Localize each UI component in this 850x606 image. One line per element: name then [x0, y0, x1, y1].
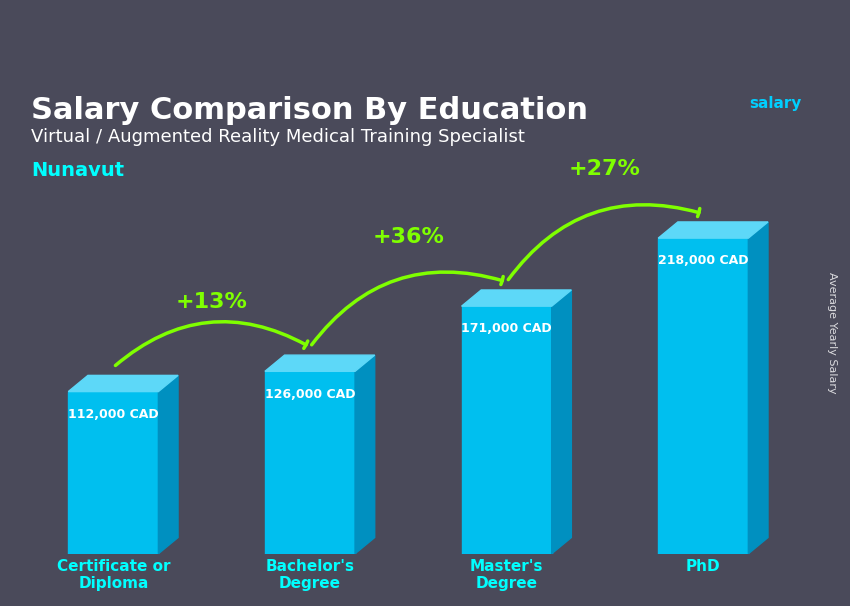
Polygon shape [658, 238, 748, 554]
Text: Virtual / Augmented Reality Medical Training Specialist: Virtual / Augmented Reality Medical Trai… [31, 128, 525, 146]
Text: +27%: +27% [569, 159, 641, 179]
Polygon shape [68, 375, 178, 391]
Polygon shape [748, 222, 768, 554]
Text: 218,000 CAD: 218,000 CAD [658, 255, 749, 267]
Text: Nunavut: Nunavut [31, 161, 124, 179]
Polygon shape [462, 306, 552, 554]
Text: +13%: +13% [176, 293, 247, 313]
Polygon shape [265, 371, 355, 554]
Text: 112,000 CAD: 112,000 CAD [68, 408, 159, 421]
Text: 171,000 CAD: 171,000 CAD [462, 322, 552, 335]
Text: Salary Comparison By Education: Salary Comparison By Education [31, 96, 588, 125]
Polygon shape [158, 375, 178, 554]
Polygon shape [68, 391, 158, 554]
Polygon shape [658, 222, 768, 238]
Text: 126,000 CAD: 126,000 CAD [264, 388, 355, 401]
Polygon shape [462, 290, 571, 306]
Polygon shape [355, 355, 375, 554]
Text: Average Yearly Salary: Average Yearly Salary [827, 273, 837, 394]
Polygon shape [552, 290, 571, 554]
Polygon shape [265, 355, 375, 371]
Text: salary: salary [750, 96, 802, 111]
Text: +36%: +36% [372, 227, 445, 247]
